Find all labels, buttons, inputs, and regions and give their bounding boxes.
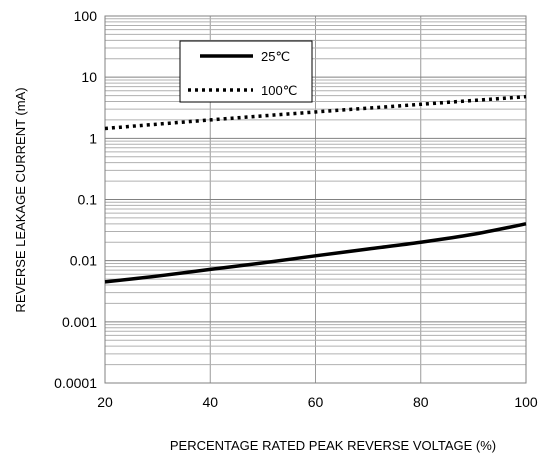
x-tick-label: 80 [413, 394, 429, 410]
legend: 25℃ 100℃ [179, 40, 313, 103]
y-tick-label: 1 [89, 130, 97, 146]
legend-label-100c: 100℃ [261, 83, 297, 98]
x-tick-label: 100 [514, 394, 538, 410]
y-tick-label: 0.01 [70, 253, 97, 269]
y-tick-label: 0.0001 [54, 375, 97, 391]
tick-labels: 0.0001 0.001 0.01 0.1 1 10 100 20 40 60 80 100 [54, 8, 538, 410]
y-tick-label: 100 [74, 8, 98, 24]
x-tick-label: 60 [308, 394, 324, 410]
y-tick-label: 0.001 [62, 314, 97, 330]
series-line-100c [104, 94, 527, 131]
x-tick-label: 20 [97, 394, 113, 410]
y-tick-label: 0.1 [78, 192, 98, 208]
legend-box [179, 40, 313, 103]
legend-label-25c: 25℃ [261, 49, 290, 64]
grid [105, 16, 526, 383]
x-tick-label: 40 [202, 394, 218, 410]
x-axis-title: PERCENTAGE RATED PEAK REVERSE VOLTAGE (%… [170, 438, 496, 453]
plot-frame [104, 15, 527, 384]
y-tick-label: 10 [81, 69, 97, 85]
series-line-25c [104, 222, 527, 284]
series-lines [104, 94, 527, 284]
y-axis-title: REVERSE LEAKAGE CURRENT (mA) [13, 87, 28, 312]
